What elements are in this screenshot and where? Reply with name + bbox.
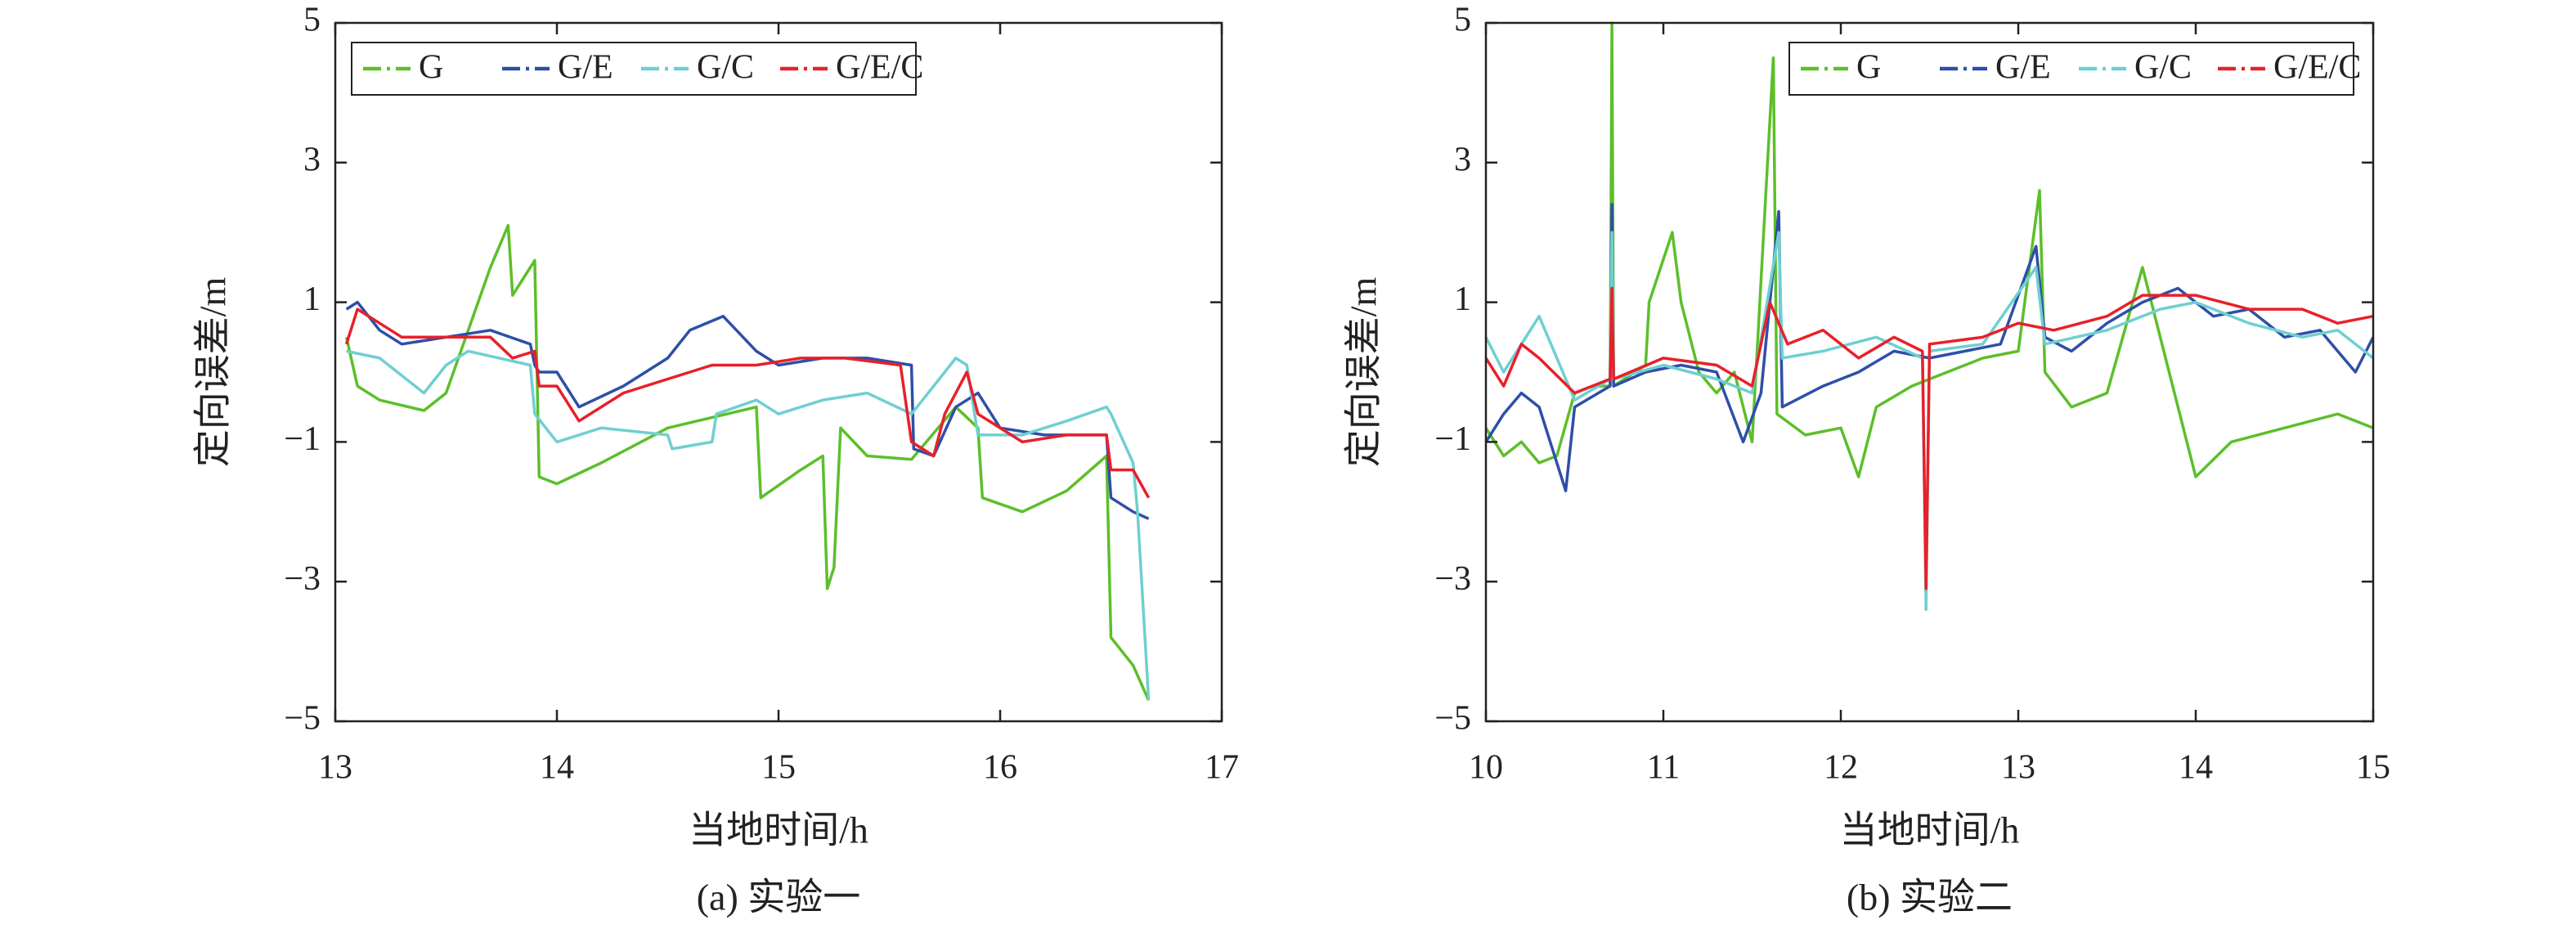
y-tick-label: −5 xyxy=(1434,700,1471,738)
y-tick-label: 3 xyxy=(303,141,321,178)
series-line xyxy=(345,300,1150,520)
legend-label: G/E/C xyxy=(836,49,923,87)
y-tick-label: 5 xyxy=(303,2,321,39)
x-tick-label: 10 xyxy=(1469,749,1503,787)
y-tick-label: 1 xyxy=(303,280,321,318)
legend-label: G xyxy=(1856,49,1881,87)
x-tick-label: 15 xyxy=(2356,749,2390,787)
y-tick-label: 3 xyxy=(1454,141,1471,178)
series-line xyxy=(1484,286,2374,590)
y-tick-label: −5 xyxy=(284,700,321,738)
legend-label: G/E/C xyxy=(2273,49,2361,87)
series-line xyxy=(344,223,1151,702)
x-tick-label: 15 xyxy=(761,749,796,787)
y-tick-label: −3 xyxy=(1434,560,1471,598)
legend-label: G/C xyxy=(697,49,754,87)
x-tick-label: 13 xyxy=(318,749,352,787)
x-axis-label: 当地时间/h xyxy=(689,810,868,851)
legend-label: G xyxy=(419,49,443,87)
legend-label: G/E xyxy=(1995,49,2051,87)
plot-frame xyxy=(334,21,1223,723)
x-tick-label: 17 xyxy=(1205,749,1239,787)
y-tick-label: 1 xyxy=(1454,280,1471,318)
caption: (a) 实验一 xyxy=(697,877,861,918)
plot-frame xyxy=(1484,21,2375,723)
caption: (b) 实验二 xyxy=(1847,877,2013,918)
x-tick-label: 16 xyxy=(983,749,1017,787)
y-tick-label: 5 xyxy=(1454,2,1471,39)
x-tick-label: 14 xyxy=(2179,749,2213,787)
x-tick-label: 12 xyxy=(1824,749,1858,787)
y-tick-label: −1 xyxy=(284,420,321,458)
series-line xyxy=(346,349,1151,701)
x-tick-label: 13 xyxy=(2001,749,2035,787)
x-tick-label: 14 xyxy=(540,749,574,787)
legend-label: G/E xyxy=(558,49,613,87)
series-line xyxy=(344,307,1151,499)
legend-label: G/C xyxy=(2134,49,2192,87)
y-axis-label: 定向误差/m xyxy=(192,277,234,468)
y-tick-label: −3 xyxy=(284,560,321,598)
y-axis-label: 定向误差/m xyxy=(1343,277,1384,468)
y-tick-label: −1 xyxy=(1434,420,1471,458)
x-axis-label: 当地时间/h xyxy=(1840,810,2020,851)
x-tick-label: 11 xyxy=(1647,749,1680,787)
